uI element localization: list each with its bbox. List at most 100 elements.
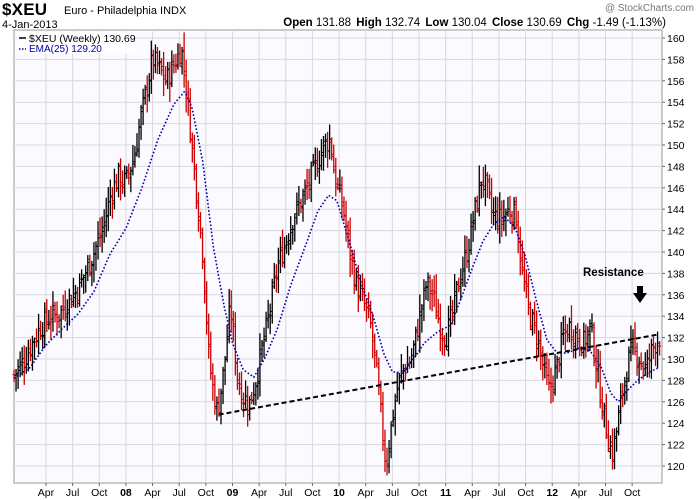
y-tick-label: 136 xyxy=(667,290,685,302)
x-tick-label: 10 xyxy=(333,487,345,499)
ohlc-bar xyxy=(633,322,637,356)
ohlc-bar xyxy=(569,305,574,350)
ohlc-bar xyxy=(282,237,287,269)
ohlc-bar xyxy=(448,295,453,337)
ohlc-bar xyxy=(207,313,211,359)
ohlc-bar xyxy=(576,322,580,350)
ohlc-bar xyxy=(307,168,311,199)
ohlc-bar xyxy=(381,391,385,452)
ohlc-bar xyxy=(123,165,127,197)
y-tick-label: 144 xyxy=(667,204,685,216)
ohlc-bar xyxy=(200,227,205,270)
ohlc-bar xyxy=(61,294,65,320)
ohlc-bar xyxy=(643,352,647,376)
ohlc-bar xyxy=(174,53,178,73)
ohlc-bar xyxy=(92,242,96,283)
y-tick-label: 156 xyxy=(667,76,685,88)
ohlc-bar xyxy=(510,210,514,234)
ohlc-bar xyxy=(530,308,535,336)
ohlc-bar xyxy=(315,147,319,177)
ohlc-bar xyxy=(496,196,500,234)
ohlc-bar xyxy=(360,273,365,302)
ohlc-bar xyxy=(639,352,643,371)
ohlc-bar xyxy=(328,124,332,160)
ohlc-bar xyxy=(63,290,67,322)
ohlc-bar xyxy=(492,197,496,226)
ohlc-bar xyxy=(203,257,207,304)
y-tick-label: 128 xyxy=(667,375,685,387)
ohlc-bar xyxy=(428,274,432,310)
ohlc-bar xyxy=(485,171,490,198)
instrument-title: Euro - Philadelphia xyxy=(64,5,157,17)
x-tick-label: Apr xyxy=(571,487,588,499)
ohlc-bar xyxy=(246,385,250,427)
y-tick-label: 126 xyxy=(667,397,685,409)
ohlc-bar xyxy=(504,208,508,237)
ohlc-bar xyxy=(45,299,49,332)
ohlc-bar xyxy=(612,428,617,470)
ohlc-bar xyxy=(625,371,629,401)
ohlc-bar xyxy=(375,349,379,368)
ohlc-bar xyxy=(551,375,555,403)
ohlc-bar xyxy=(82,274,86,294)
ohlc-bar xyxy=(305,168,309,201)
ohlc-bar xyxy=(356,264,360,312)
y-tick-label: 134 xyxy=(667,311,685,323)
ohlc-bar xyxy=(168,61,172,102)
ohlc-bar xyxy=(647,343,651,378)
ohlc-bar xyxy=(371,313,375,359)
ohlc-bar xyxy=(469,213,473,255)
ohlc-bar xyxy=(508,195,512,223)
ohlc-bar xyxy=(41,322,45,350)
ohlc-bar xyxy=(313,147,317,181)
ohlc-bar xyxy=(553,354,557,396)
ohlc-bar xyxy=(588,319,592,352)
chg-value: -1.49 (-1.13%) xyxy=(592,17,666,29)
ohlc-bar xyxy=(414,326,418,357)
ohlc-bar xyxy=(582,322,586,359)
ohlc-bar xyxy=(237,372,242,395)
ohlc-bar xyxy=(153,44,158,74)
ohlc-bar xyxy=(614,427,619,452)
ohlc-bar xyxy=(293,213,297,242)
ohlc-bar xyxy=(67,288,71,326)
chart-header: $XEU Euro - Philadelphia INDX 4-Jan-2013… xyxy=(0,0,700,31)
ohlc-bar xyxy=(96,221,100,260)
ohlc-bar xyxy=(412,340,416,369)
ohlc-bar xyxy=(248,396,252,421)
ohlc-bar xyxy=(526,273,531,316)
ohlc-bar xyxy=(461,256,465,287)
ohlc-bar xyxy=(104,197,108,238)
ohlc-bar xyxy=(116,162,121,198)
ohlc-bar xyxy=(336,177,340,191)
ohlc-bar xyxy=(584,324,588,358)
ohlc-bar xyxy=(502,199,506,232)
ohlc-bar xyxy=(619,383,623,425)
y-tick-label: 140 xyxy=(667,247,685,259)
low-value: 130.04 xyxy=(451,17,487,29)
ohlc-bar xyxy=(473,197,477,231)
ohlc-bar xyxy=(149,40,153,94)
ohlc-bar xyxy=(262,327,266,358)
ohlc-bar xyxy=(233,312,237,376)
ohlc-bar xyxy=(481,166,485,198)
ohlc-bar xyxy=(399,354,403,384)
y-tick-label: 122 xyxy=(667,440,685,452)
ohlc-bar xyxy=(567,317,572,343)
ohlc-bar xyxy=(346,220,350,249)
ohlc-bar xyxy=(598,350,602,409)
ohlc-bar xyxy=(514,196,518,230)
ohlc-bar xyxy=(364,298,369,322)
x-tick-label: 11 xyxy=(440,487,451,499)
ohlc-bar xyxy=(604,393,608,439)
ohlc-bar xyxy=(440,327,444,356)
y-tick-label: 120 xyxy=(667,461,685,473)
legend-price-label: $XEU (Weekly) 130.69 xyxy=(29,33,136,45)
ohlc-bar xyxy=(494,196,498,231)
ohlc-bar xyxy=(32,337,37,360)
ohlc-bar xyxy=(606,420,610,452)
ohlc-bar xyxy=(266,299,270,329)
ohlc-bar xyxy=(65,299,69,331)
ohlc-bar xyxy=(36,313,41,355)
y-tick-label: 146 xyxy=(667,183,685,195)
